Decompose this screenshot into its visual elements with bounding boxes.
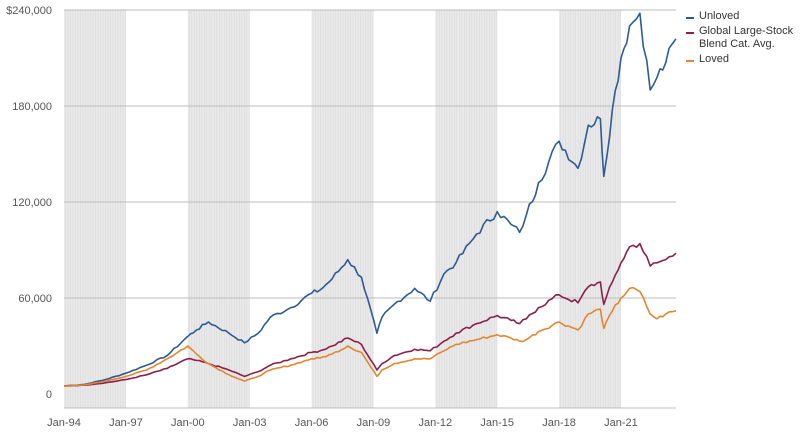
series-lines — [63, 12, 677, 387]
gridlines — [64, 9, 676, 299]
x-tick-label-8: Jan-15 — [480, 417, 514, 429]
shaded-period-2 — [187, 10, 250, 408]
shaded-period-5 — [559, 10, 621, 408]
x-tick-label-3: Jan-00 — [171, 417, 205, 429]
y-tick-label-2: 60,000 — [18, 293, 52, 305]
x-axis-tick-labels: Jan-94 Jan-97 Jan-00 Jan-03 Jan-06 Jan-09 Jan-… — [47, 417, 638, 429]
y-tick-label-1: 0 — [46, 389, 52, 401]
x-tick-label-10: Jan-21 — [604, 417, 638, 429]
legend-swatch-loved — [686, 60, 694, 62]
shaded-period-3 — [311, 10, 374, 408]
legend-swatch-unloved — [686, 17, 694, 19]
series-line-loved — [64, 286, 677, 387]
shaded-period-1 — [64, 10, 126, 408]
legend: Unloved Global Large-Stock Blend Cat. Av… — [686, 10, 800, 68]
series-line-unloved — [63, 12, 677, 387]
y-tick-label-4: 180,000 — [12, 101, 52, 113]
x-tick-label-9: Jan-18 — [542, 417, 576, 429]
legend-item-unloved: Unloved — [686, 10, 800, 23]
legend-label-unloved: Unloved — [699, 10, 740, 22]
x-tick-label-1: Jan-94 — [47, 417, 81, 429]
series-line-global-large-stock-blend-cat-avg — [63, 242, 677, 387]
legend-swatch-category-average — [686, 32, 694, 34]
legend-item-loved: Loved — [686, 53, 800, 66]
legend-label-loved: Loved — [699, 53, 729, 65]
legend-label-category-average: Global Large-Stock Blend Cat. Avg. — [699, 25, 794, 50]
x-tick-label-7: Jan-12 — [419, 417, 453, 429]
x-tick-label-2: Jan-97 — [109, 417, 143, 429]
x-tick-label-4: Jan-03 — [233, 417, 267, 429]
legend-item-category-average: Global Large-Stock Blend Cat. Avg. — [686, 25, 800, 51]
shaded-period-4 — [435, 10, 498, 408]
x-tick-label-6: Jan-09 — [357, 417, 391, 429]
y-axis-tick-labels: 0 60,000 120,000 180,000 $240,000 — [6, 5, 52, 401]
y-tick-label-3: 120,000 — [12, 197, 52, 209]
x-tick-label-5: Jan-06 — [295, 417, 329, 429]
shaded-periods — [64, 10, 621, 408]
y-tick-label-5: $240,000 — [6, 5, 52, 17]
